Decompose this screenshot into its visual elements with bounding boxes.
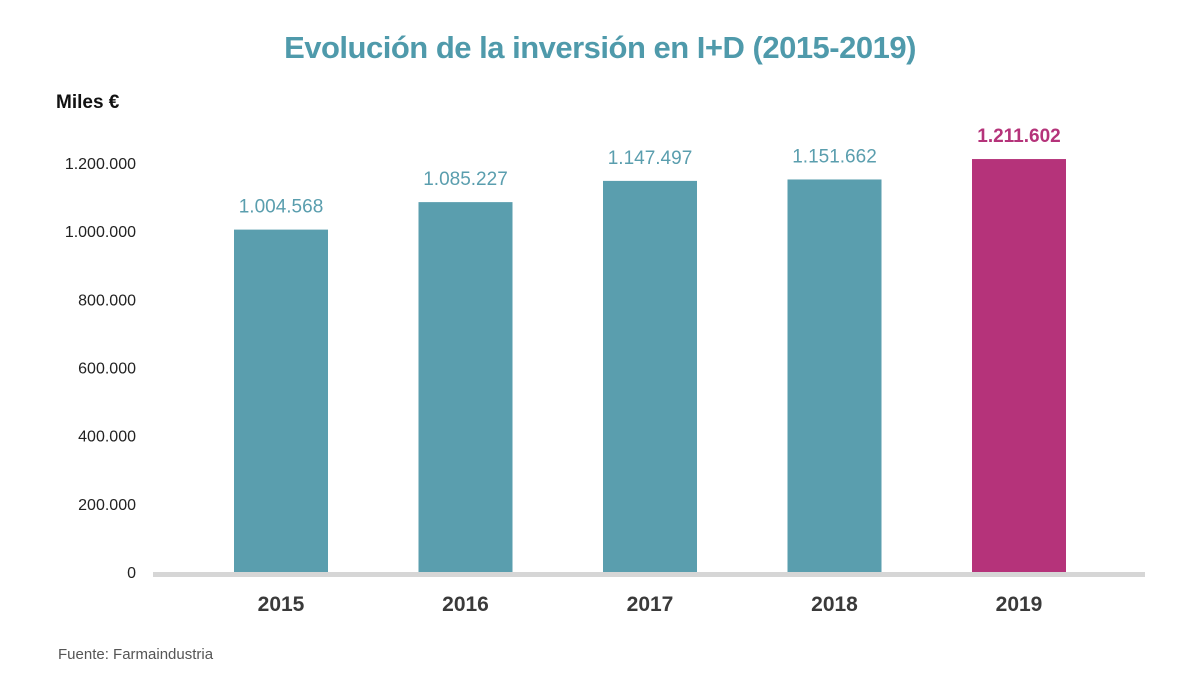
- x-axis-line: [153, 572, 1145, 577]
- y-tick-label: 1.200.000: [65, 156, 136, 173]
- data-label-2019: 1.211.602: [977, 126, 1060, 147]
- x-tick-label: 2019: [996, 593, 1043, 616]
- data-label-2018: 1.151.662: [792, 146, 877, 167]
- x-axis-ticks: 2015 2016 2017 2018 2019: [258, 593, 1043, 616]
- y-tick-label: 0: [127, 565, 136, 582]
- chart-title: Evolución de la inversión en I+D (2015-2…: [284, 30, 916, 65]
- y-tick-label: 600.000: [78, 361, 136, 378]
- data-labels: 1.004.568 1.085.227 1.147.497 1.151.662 1.21…: [239, 126, 1061, 218]
- bar-2016: [418, 202, 513, 572]
- bars: [234, 159, 1066, 572]
- y-axis-ticks: 0 200.000 400.000 600.000 800.000 1.000.000 1.…: [65, 156, 136, 582]
- y-tick-label: 1.000.000: [65, 224, 136, 241]
- data-label-2016: 1.085.227: [423, 169, 508, 190]
- data-label-2015: 1.004.568: [239, 197, 324, 218]
- x-tick-label: 2017: [627, 593, 674, 616]
- x-tick-label: 2018: [811, 593, 858, 616]
- bar-2017: [603, 180, 697, 572]
- y-tick-label: 400.000: [78, 429, 136, 446]
- bar-2019: [972, 159, 1066, 572]
- y-axis-unit-label: Miles €: [56, 92, 120, 113]
- x-tick-label: 2015: [258, 593, 305, 616]
- y-tick-label: 800.000: [78, 292, 136, 309]
- data-label-2017: 1.147.497: [608, 148, 693, 169]
- x-tick-label: 2016: [442, 593, 489, 616]
- source-note: Fuente: Farmaindustria: [58, 646, 214, 663]
- bar-2018: [787, 179, 882, 572]
- y-tick-label: 200.000: [78, 497, 136, 514]
- bar-2015: [234, 229, 328, 572]
